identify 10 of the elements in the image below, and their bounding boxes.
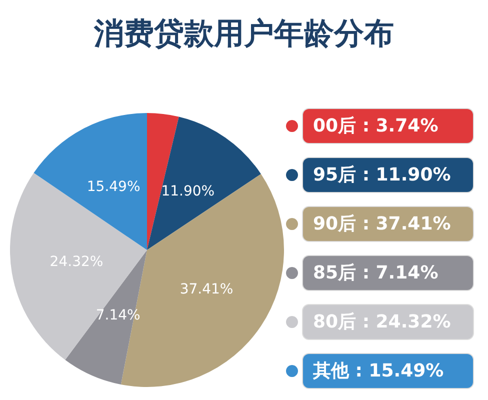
legend-label: 90后 : 37.41% — [313, 214, 451, 234]
legend-label: 85后 : 7.14% — [313, 262, 438, 284]
chart-title: 消费贷款用户年龄分布 — [93, 16, 394, 52]
data-label: 15.49% — [86, 178, 140, 195]
data-label: 37.41% — [180, 282, 234, 298]
legend-label: 00后 : 3.74% — [313, 116, 438, 136]
data-label: 7.14% — [96, 307, 140, 324]
legend-label: 其他 : 15.49% — [312, 360, 444, 382]
data-label: 11.90% — [161, 183, 215, 200]
legend-label: 95后 : 11.90% — [313, 164, 451, 186]
